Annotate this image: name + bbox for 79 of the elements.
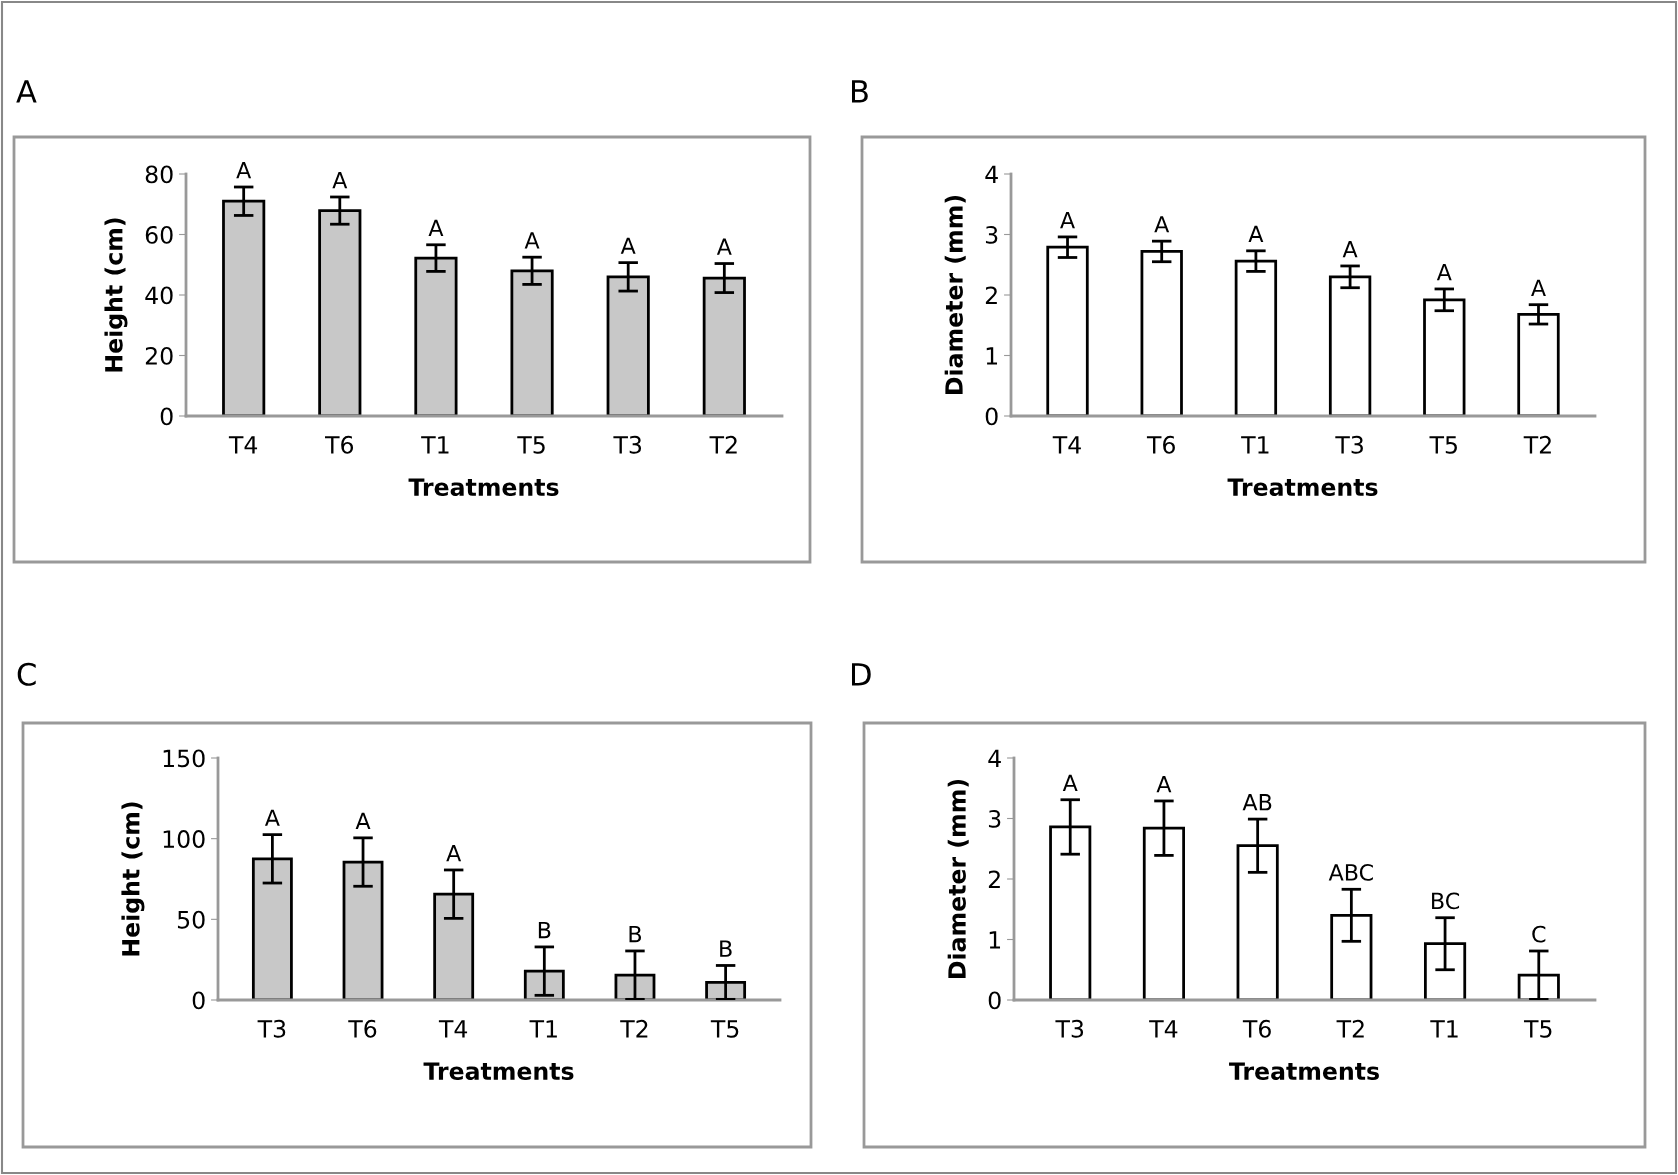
y-tick-label: 0 <box>988 991 1001 1010</box>
x-tick-label: T4 <box>1149 1020 1178 1038</box>
y-tick-label: 2 <box>988 870 1000 888</box>
x-tick-label: T1 <box>421 436 449 454</box>
x-tick-label: T5 <box>1523 1020 1552 1038</box>
x-tick-label: T3 <box>613 435 642 454</box>
annotation: A <box>1531 279 1546 296</box>
x-tick-label: T3 <box>257 1019 286 1038</box>
x-tick-label: T1 <box>1430 1020 1458 1038</box>
annotation: A <box>524 232 540 249</box>
annotation: A <box>1154 216 1170 233</box>
x-tick-label: T2 <box>709 435 737 454</box>
annotation: AB <box>1242 794 1272 811</box>
y-tick-label: 80 <box>145 165 173 184</box>
x-axis-title: Treatments <box>1227 478 1378 497</box>
chart-title: D <box>852 663 871 686</box>
x-tick-label: T6 <box>1146 435 1175 454</box>
x-tick-label: T1 <box>1241 436 1269 454</box>
y-tick-label: 0 <box>160 407 173 426</box>
x-tick-label: T6 <box>348 1019 377 1038</box>
annotation: A <box>332 172 348 189</box>
y-axis-title: Diameter (mm) <box>944 195 966 394</box>
annotation: A <box>716 238 732 255</box>
x-tick-label: T3 <box>1055 1019 1084 1038</box>
annotation: A <box>264 809 280 826</box>
annotation: ABC <box>1328 864 1373 881</box>
x-tick-label: T2 <box>1336 1019 1364 1038</box>
annotation: A <box>1060 211 1075 229</box>
x-tick-label: T6 <box>325 435 354 454</box>
annotation: A <box>1156 775 1172 793</box>
annotation: B <box>538 921 551 939</box>
annotation: A <box>1062 774 1078 791</box>
y-axis-title: Height (cm) <box>104 218 128 372</box>
x-tick-label: T1 <box>529 1020 557 1038</box>
y-tick-label: 20 <box>145 346 173 365</box>
y-tick-label: 2 <box>985 286 997 304</box>
x-tick-label: T3 <box>1335 435 1363 454</box>
y-tick-label: 1 <box>989 931 1001 949</box>
x-tick-label: T4 <box>228 436 258 454</box>
x-tick-label: T2 <box>1523 435 1551 454</box>
x-tick-label: T5 <box>710 1020 739 1038</box>
x-tick-label: T5 <box>1429 436 1457 454</box>
annotation: A <box>1342 240 1358 258</box>
y-tick-label: 3 <box>988 809 1001 828</box>
annotation: A <box>428 219 444 236</box>
annotation: A <box>1436 263 1452 281</box>
x-axis-title: Treatments <box>1229 1062 1379 1081</box>
y-tick-label: 40 <box>145 286 173 305</box>
annotation: A <box>355 812 371 830</box>
x-tick-label: T6 <box>1242 1019 1271 1038</box>
annotation: A <box>236 162 252 179</box>
x-tick-label: T5 <box>517 436 545 454</box>
y-tick-label: 150 <box>163 749 205 768</box>
annotation: A <box>1248 225 1264 243</box>
y-tick-label: 4 <box>985 165 998 183</box>
y-tick-label: 60 <box>145 225 173 244</box>
y-tick-label: 0 <box>985 407 998 426</box>
annotation: BC <box>1432 892 1460 910</box>
y-tick-label: 100 <box>163 830 205 848</box>
x-tick-label: T2 <box>620 1019 648 1038</box>
y-tick-label: 4 <box>988 749 1001 767</box>
x-tick-label: T4 <box>438 1020 468 1038</box>
y-axis-title: Height (cm) <box>121 802 145 956</box>
chart-title: B <box>852 80 868 103</box>
annotation: B <box>720 940 732 957</box>
x-axis-title: Treatments <box>423 1062 574 1081</box>
annotation: A <box>446 844 462 862</box>
y-axis-title: Diameter (mm) <box>947 779 969 978</box>
y-tick-label: 0 <box>192 991 205 1010</box>
x-tick-label: T4 <box>1052 436 1081 454</box>
annotation: A <box>620 237 636 254</box>
chart-title: C <box>17 662 36 686</box>
y-tick-label: 1 <box>986 347 998 365</box>
y-tick-label: 50 <box>177 910 205 929</box>
x-axis-title: Treatments <box>408 478 559 497</box>
annotation: B <box>629 925 642 943</box>
y-tick-label: 3 <box>985 225 998 244</box>
annotation: C <box>1532 925 1546 943</box>
chart-title: A <box>16 80 37 103</box>
